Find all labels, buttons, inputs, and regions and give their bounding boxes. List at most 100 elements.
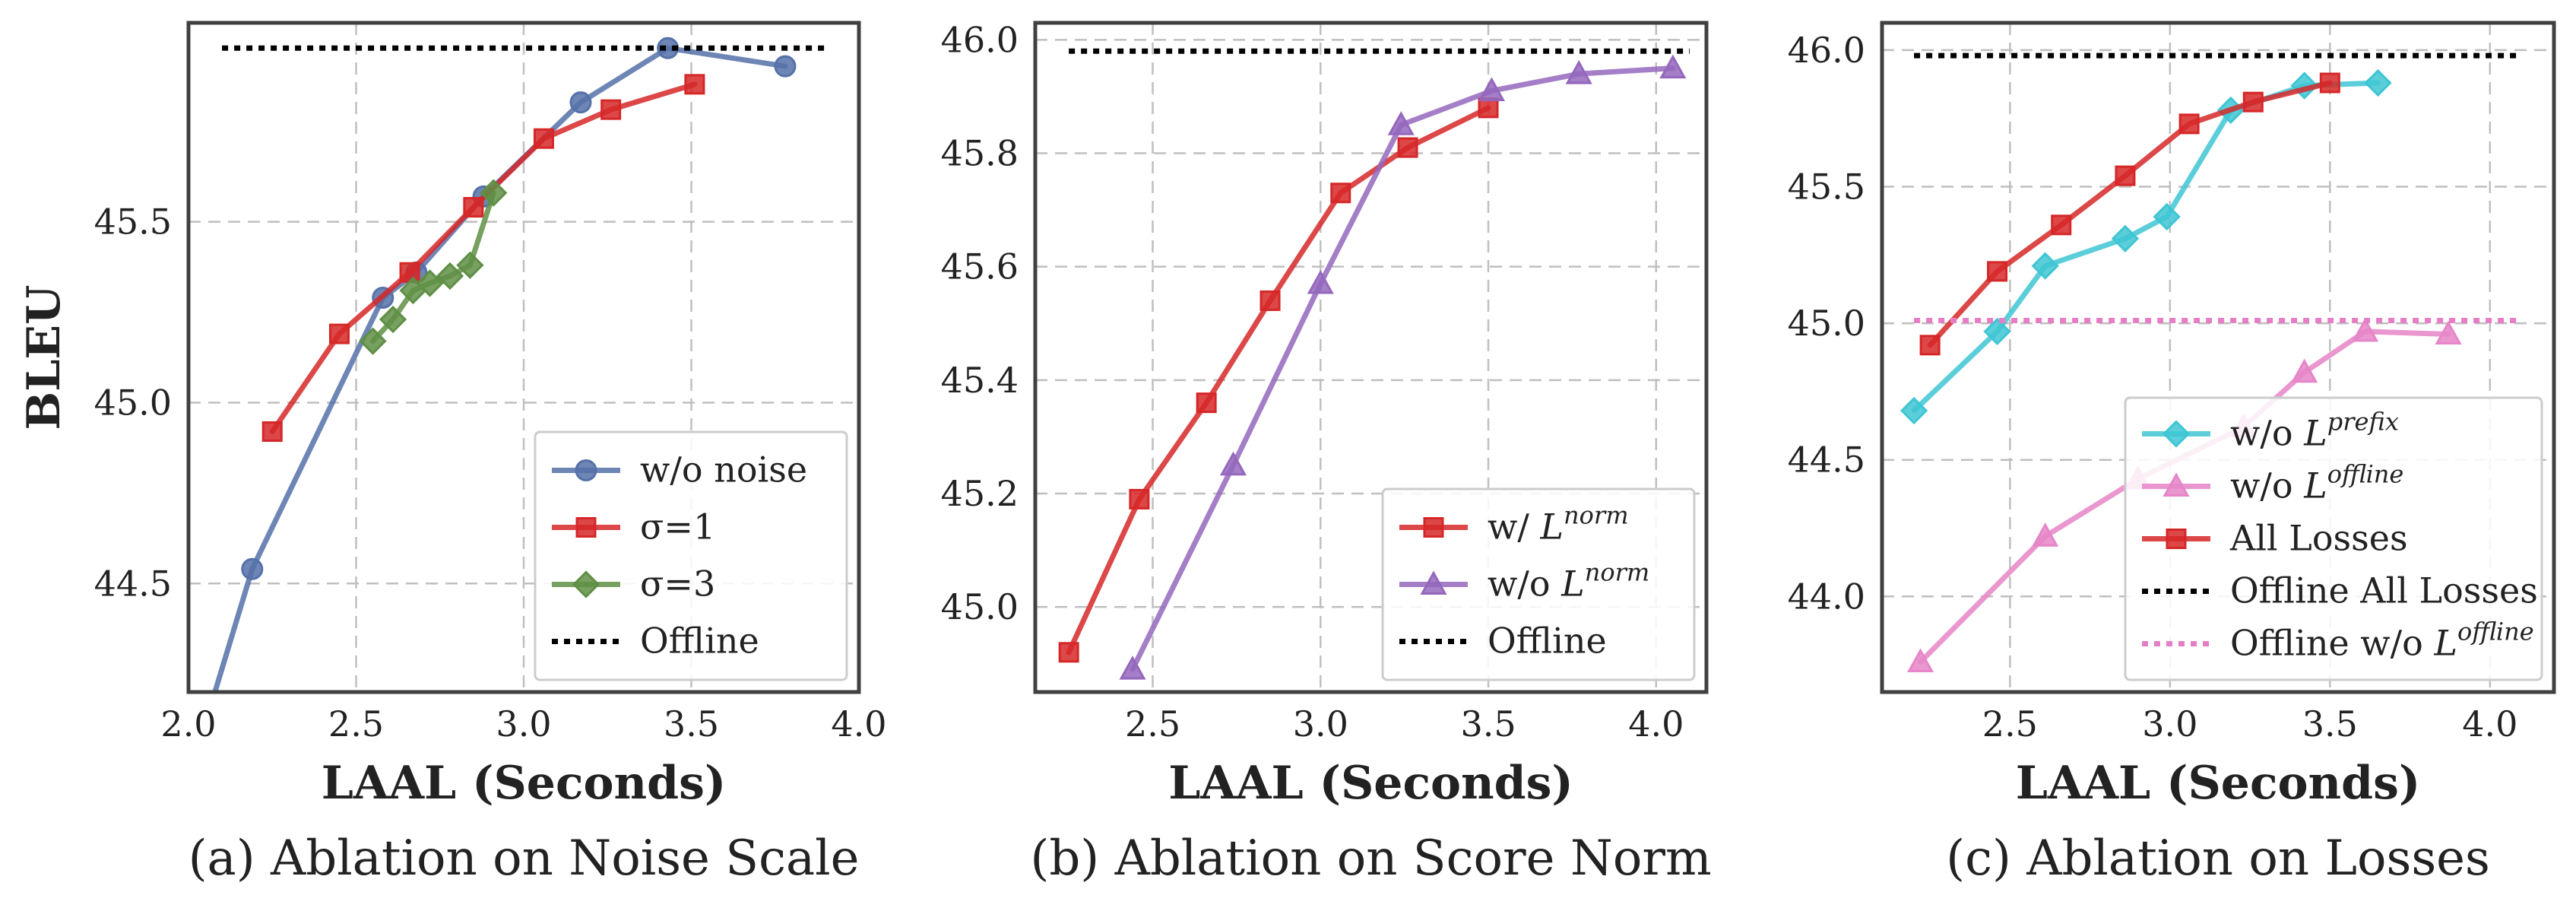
legend-label: Offline All Losses bbox=[2230, 570, 2538, 611]
data-point bbox=[185, 748, 205, 767]
data-point bbox=[1919, 335, 1941, 356]
x-axis-label: LAAL (Seconds) bbox=[322, 757, 727, 810]
data-point bbox=[416, 269, 444, 297]
legend-label: w/o Loffline bbox=[2230, 460, 2403, 506]
series-line-1 bbox=[1911, 80, 2381, 414]
y-tick-label: 45.0 bbox=[941, 586, 1019, 627]
series-group bbox=[185, 37, 825, 767]
data-point bbox=[2435, 320, 2462, 344]
y-tick-label: 46.0 bbox=[941, 19, 1019, 60]
data-point bbox=[2111, 224, 2140, 252]
legend-label: w/o Lprefix bbox=[2230, 408, 2399, 454]
panel-caption: (a) Ablation on Noise Scale bbox=[189, 830, 860, 887]
data-point bbox=[600, 99, 622, 120]
data-point bbox=[359, 327, 387, 355]
data-point bbox=[1565, 60, 1592, 84]
data-point bbox=[1478, 97, 1499, 119]
x-tick-label: 4.0 bbox=[831, 703, 886, 744]
legend-marker bbox=[1420, 570, 1447, 595]
data-point bbox=[2153, 202, 2181, 231]
data-point bbox=[2319, 72, 2340, 94]
plot-frame bbox=[186, 21, 861, 694]
legend-box bbox=[2124, 396, 2543, 681]
legend-marker bbox=[575, 517, 597, 538]
x-tick-label: 3.5 bbox=[2302, 703, 2358, 744]
data-point bbox=[1900, 396, 1928, 425]
x-tick-label: 3.0 bbox=[1293, 703, 1348, 744]
plot-frame bbox=[1880, 21, 2556, 694]
y-axis-label: BLEU bbox=[17, 285, 71, 430]
data-point bbox=[2291, 358, 2318, 383]
data-point bbox=[1387, 111, 1415, 135]
legend: w/ Lnorm w/o Lnorm Offline bbox=[1381, 487, 1696, 681]
plot-frame bbox=[1033, 21, 1709, 694]
data-point bbox=[1196, 392, 1217, 414]
y-tick-label: 45.0 bbox=[94, 382, 172, 423]
y-tick-label: 45.0 bbox=[1788, 303, 1865, 344]
data-point bbox=[480, 179, 508, 207]
legend-label: Offline bbox=[640, 621, 759, 662]
data-point bbox=[569, 91, 592, 114]
x-axis-label: LAAL (Seconds) bbox=[1168, 757, 1573, 810]
legend-label: w/o noise bbox=[640, 449, 807, 491]
y-tick-label: 44.0 bbox=[1788, 576, 1865, 617]
legend-label: w/ Lnorm bbox=[1488, 501, 1629, 548]
data-point bbox=[2032, 522, 2059, 547]
data-point bbox=[456, 251, 484, 279]
legend: w/o noise σ=1 σ=3 Offline bbox=[534, 430, 848, 681]
data-point bbox=[241, 557, 264, 580]
data-point bbox=[379, 305, 407, 334]
y-tick-label: 44.5 bbox=[1788, 440, 1865, 481]
data-point bbox=[463, 197, 484, 218]
x-tick-label: 3.0 bbox=[496, 703, 551, 744]
data-point bbox=[1058, 642, 1079, 663]
legend-marker bbox=[2166, 529, 2187, 549]
panel-2: 2.5 3.0 3.5 4.0 45.0 45.2 45.4 45.6 45.8 46.0 w/ L… bbox=[941, 19, 1712, 887]
series-line-3 bbox=[1927, 80, 2333, 348]
x-tick-label: 3.5 bbox=[1460, 703, 1516, 744]
data-point bbox=[2364, 68, 2392, 97]
y-tick-label: 44.5 bbox=[94, 563, 172, 604]
data-point bbox=[1307, 269, 1334, 294]
legend-marker bbox=[2163, 472, 2190, 497]
x-axis-label: LAAL (Seconds) bbox=[2016, 757, 2421, 810]
legend-label: σ=1 bbox=[640, 506, 715, 548]
data-point bbox=[2115, 165, 2136, 186]
data-point bbox=[1259, 290, 1281, 311]
legend-marker bbox=[1423, 517, 1444, 538]
panel-1: 2.0 2.5 3.0 3.5 4.0 44.5 45.0 45.5 w/o noise σ=1 σ… bbox=[17, 21, 887, 887]
data-point bbox=[1987, 261, 2008, 282]
y-tick-label: 45.2 bbox=[941, 473, 1019, 514]
x-tick-label: 4.0 bbox=[1628, 703, 1684, 744]
legend-box bbox=[1381, 487, 1696, 681]
data-point bbox=[399, 262, 420, 283]
y-tick-label: 46.0 bbox=[1788, 30, 1865, 71]
data-point bbox=[2178, 113, 2200, 135]
x-tick-label: 2.5 bbox=[1982, 703, 2038, 744]
legend-marker bbox=[575, 459, 597, 481]
data-point bbox=[261, 421, 283, 443]
y-tick-label: 45.5 bbox=[1788, 167, 1865, 208]
data-point bbox=[1397, 137, 1418, 158]
data-point bbox=[328, 323, 350, 344]
y-tick-label: 45.8 bbox=[941, 133, 1019, 174]
legend-box bbox=[534, 430, 848, 681]
y-tick-label: 45.4 bbox=[941, 360, 1019, 401]
data-point bbox=[2242, 91, 2264, 113]
data-point bbox=[533, 128, 554, 149]
data-point bbox=[1219, 451, 1247, 476]
x-tick-label: 4.0 bbox=[2462, 703, 2517, 744]
x-tick-label: 2.5 bbox=[1125, 703, 1180, 744]
x-tick-label: 2.0 bbox=[160, 703, 216, 744]
legend-marker bbox=[2162, 420, 2191, 448]
legend-label: All Losses bbox=[2229, 518, 2408, 559]
y-tick-label: 45.5 bbox=[94, 202, 172, 243]
legend-label: σ=3 bbox=[640, 564, 715, 605]
x-tick-label: 3.5 bbox=[664, 703, 719, 744]
x-tick-label: 3.0 bbox=[2142, 703, 2197, 744]
panel-caption: (b) Ablation on Score Norm bbox=[1030, 830, 1711, 887]
panel-3: 2.5 3.0 3.5 4.0 44.0 44.5 45.0 45.5 46.0 w/o Lpre… bbox=[1788, 21, 2556, 887]
data-point bbox=[1983, 317, 2011, 345]
legend-marker bbox=[572, 570, 600, 598]
